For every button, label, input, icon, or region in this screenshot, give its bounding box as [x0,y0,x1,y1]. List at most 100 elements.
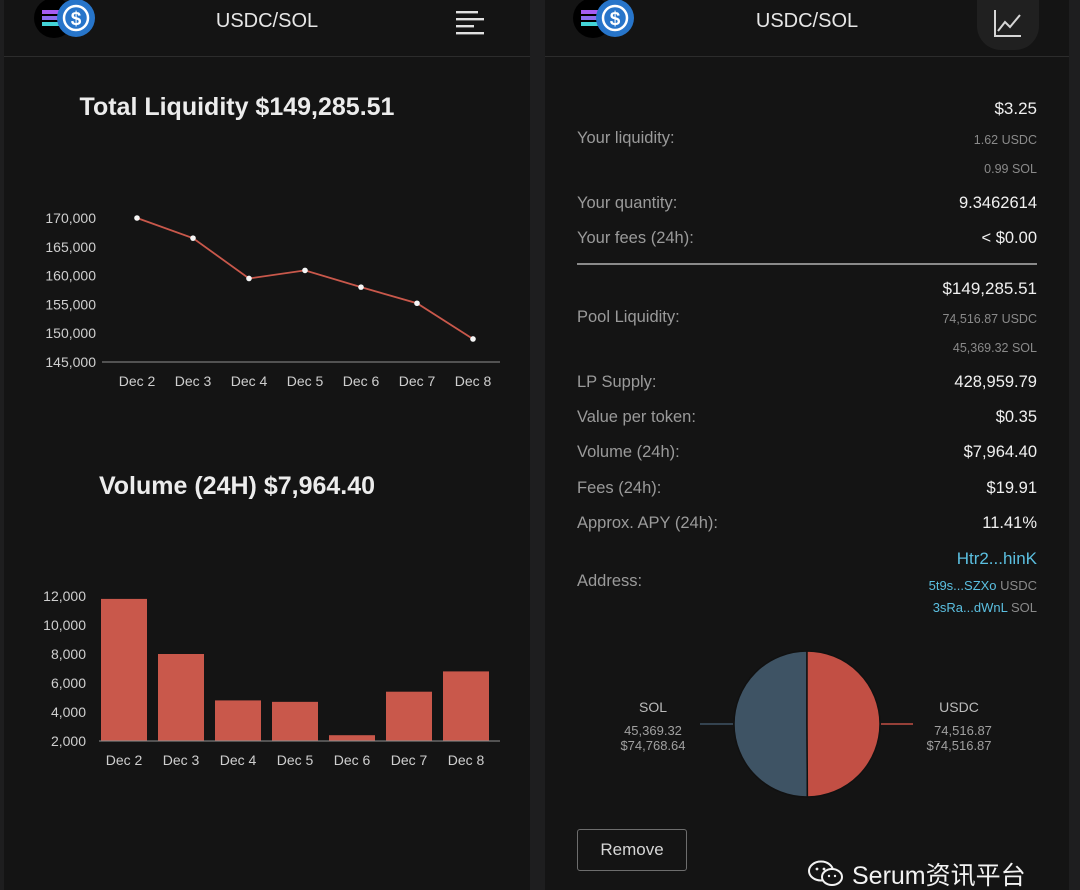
y-tick-label: 6,000 [51,675,86,691]
your-fees-value: < $0.00 [981,229,1037,247]
divider [577,263,1037,265]
volume-bar-chart: 12,000 10,000 8,000 6,000 4,000 2,000 Dec 2 De… [43,588,500,768]
volume-bar [158,654,204,741]
your-quantity-label: Your quantity: [577,194,678,212]
pool-charts-panel: $ USDC/SOL Total Liquidity $149,285.51 1… [4,0,530,890]
svg-text:$: $ [71,9,82,30]
liquidity-chart-title: Total Liquidity $149,285.51 [79,93,395,121]
your-liquidity-sol: 0.99 SOL [984,162,1037,176]
pool-liquidity-label: Pool Liquidity: [577,308,680,326]
x-tick-label: Dec 4 [231,373,268,389]
y-tick-label: 8,000 [51,646,86,662]
y-tick-label: 12,000 [43,588,86,604]
header: $ USDC/SOL [4,0,530,57]
value-per-token-value: $0.35 [995,408,1037,426]
apy-label: Approx. APY (24h): [577,514,718,532]
data-point [414,300,420,307]
pool-address-link[interactable]: Htr2...hinK [957,549,1037,569]
volume-bar [329,735,375,741]
volume-bar [215,700,261,741]
usdc-vault-address: 5t9s...SZXo USDC [929,578,1037,593]
data-point [134,215,140,221]
pie-usdc-value: $74,516.87 [926,738,991,753]
x-tick-label: Dec 7 [391,752,428,768]
pair-title: USDC/SOL [755,10,859,32]
x-tick-label: Dec 7 [399,373,436,389]
watermark-text: Serum资讯平台 [852,862,1026,890]
usdc-logo-icon[interactable]: $ [571,0,637,40]
y-tick-label: 10,000 [43,617,86,633]
x-tick-label: Dec 3 [175,373,212,389]
volume-bar [443,671,489,741]
your-fees-label: Your fees (24h): [577,229,694,247]
liquidity-line-chart: 170,000 165,000 160,000 155,000 150,000 145,0… [45,210,500,389]
remove-button[interactable]: Remove [577,829,687,871]
volume-bar [386,691,432,741]
volume-chart-title: Volume (24H) $7,964.40 [98,472,376,500]
your-quantity-value: 9.3462614 [959,194,1037,212]
pool-liquidity-usdc: 74,516.87 USDC [942,312,1037,326]
your-liquidity-usdc: 1.62 USDC [973,133,1037,147]
fees-label: Fees (24h): [577,479,662,497]
pie-sol-amount: 45,369.32 [624,723,682,738]
volume-bar [272,701,318,741]
menu-icon[interactable] [454,6,486,38]
x-tick-label: Dec 5 [287,373,324,389]
x-tick-label: Dec 6 [343,373,380,389]
y-tick-label: 2,000 [51,733,86,749]
x-tick-label: Dec 8 [455,373,492,389]
pool-address[interactable]: Htr2...hinK [956,549,1037,568]
x-tick-label: Dec 3 [163,752,200,768]
y-tick-label: 160,000 [45,268,96,284]
value-per-token-label: Value per token: [577,408,696,426]
pool-liquidity-value: $149,285.51 [942,279,1037,298]
y-tick-label: 170,000 [45,210,96,226]
y-tick-label: 150,000 [45,325,96,341]
x-tick-label: Dec 2 [106,752,143,768]
sol-vault-address: 3sRa...dWnL SOL [933,600,1037,615]
pie-label-sol: SOL [639,699,667,715]
x-tick-label: Dec 6 [334,752,371,768]
pair-title: USDC/SOL [215,10,319,32]
y-tick-label: 165,000 [45,239,96,255]
your-liquidity-label: Your liquidity: [577,129,675,147]
data-point [246,275,252,282]
x-tick-label: Dec 8 [448,752,485,768]
x-tick-label: Dec 2 [119,373,156,389]
line-chart-icon [994,10,1021,37]
x-tick-label: Dec 5 [277,752,314,768]
usdc-logo-icon[interactable]: $ [32,0,98,40]
apy-value: 11.41% [982,514,1037,532]
y-tick-label: 4,000 [51,704,86,720]
pool-liquidity-sol: 45,369.32 SOL [952,341,1037,355]
data-point [358,284,364,290]
pie-sol-value: $74,768.64 [620,738,685,753]
data-point [302,267,308,274]
y-tick-label: 155,000 [45,296,96,312]
volume-label: Volume (24h): [577,443,680,461]
header: $ USDC/SOL [545,0,1069,57]
pie-slice-sol [733,650,809,798]
chart-toggle-button[interactable] [977,0,1039,50]
y-tick-label: 145,000 [45,354,96,370]
watermark: Serum资讯平台 [808,856,1026,890]
x-tick-label: Dec 4 [220,752,257,768]
pool-composition-pie-chart: SOL 45,369.32 $74,768.64 USDC 74,516.87 … [620,650,992,798]
pie-slice-usdc [806,650,881,798]
lp-supply-value: 428,959.79 [954,373,1037,391]
sol-vault-address-link[interactable]: 3sRa...dWnL [932,600,1008,615]
pie-usdc-amount: 74,516.87 [934,723,992,738]
svg-text:$: $ [610,9,621,30]
fees-value: $19.91 [986,479,1037,497]
data-point [190,235,196,241]
data-point [470,336,476,342]
usdc-vault-address-link[interactable]: 5t9s...SZXo [928,578,997,593]
lp-supply-label: LP Supply: [577,373,657,391]
volume-bar [101,598,147,741]
wechat-icon [808,860,843,886]
liquidity-series-line [136,217,474,340]
your-liquidity-value: $3.25 [994,99,1037,118]
volume-value: $7,964.40 [963,443,1037,461]
sol-token-label: SOL [1010,600,1037,615]
usdc-token-label: USDC [1000,578,1037,593]
